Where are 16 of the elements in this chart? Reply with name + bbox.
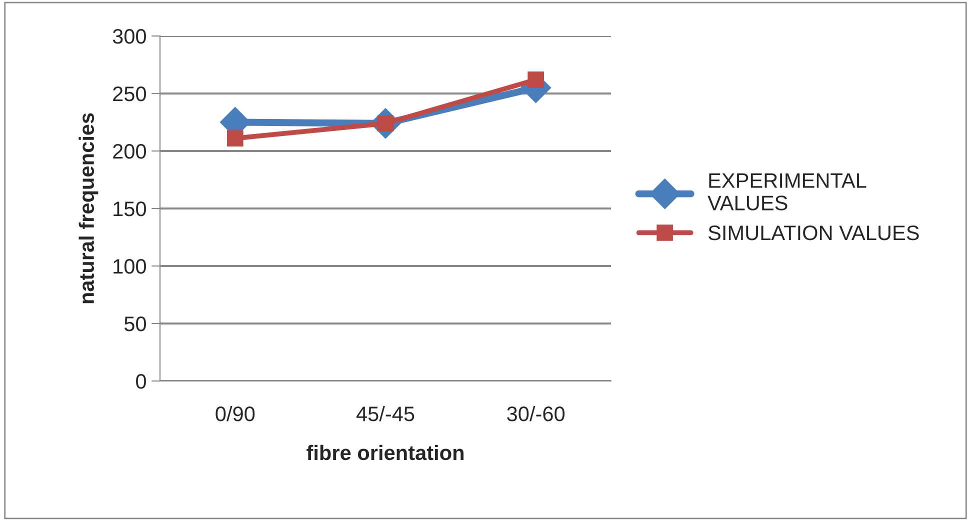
legend-label: EXPERIMENTAL VALUES — [708, 173, 866, 210]
x-tick-label: 0/90 — [216, 406, 255, 422]
y-tick-label: 150 — [114, 202, 146, 216]
y-tick-label: 200 — [113, 144, 146, 159]
y-tick-label: 300 — [112, 29, 146, 44]
point — [528, 72, 544, 88]
point — [227, 130, 244, 147]
y-axis-title: natural frequencies — [78, 113, 98, 304]
x-tick-label: 45/-45 — [356, 406, 414, 422]
y-tick-label: 250 — [113, 86, 146, 102]
legend-label: SIMULATION VALUES — [708, 225, 919, 240]
y-tick-label: 0 — [136, 374, 146, 389]
y-tick-label: 50 — [124, 316, 146, 332]
y-tick-label: 100 — [114, 259, 146, 274]
x-tick-label: 30/-60 — [507, 406, 565, 422]
x-axis-title: fibre orientation — [306, 444, 464, 460]
